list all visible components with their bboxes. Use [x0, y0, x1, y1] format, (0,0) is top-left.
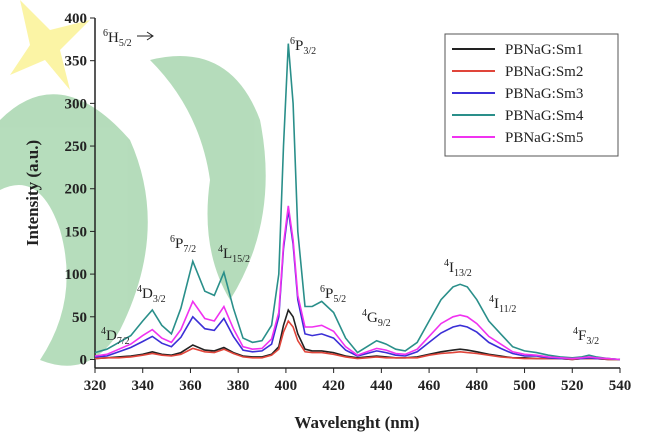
chart: Wavelenght (nm) Intensity (a.u.) 320 340 3… — [0, 0, 646, 436]
annotation-sub: 3/2 — [153, 294, 166, 305]
y-axis-label: Intensity (a.u.) — [23, 140, 42, 246]
x-tick-label: 500 — [513, 378, 536, 394]
annotation: 4I13/2 — [444, 258, 472, 279]
x-tick-label: 480 — [466, 378, 489, 394]
annotation-term: L — [223, 246, 232, 262]
annotation-sub: 15/2 — [232, 254, 250, 265]
y-tick-label: 0 — [80, 352, 88, 368]
y-tick-label: 250 — [65, 139, 88, 155]
series-line — [95, 206, 620, 360]
annotation-sub: 7/2 — [117, 336, 130, 347]
annotation-term: D — [106, 328, 117, 344]
annotation-sub: 11/2 — [499, 304, 516, 315]
y-tick-label: 350 — [65, 54, 88, 70]
annotation-sub: 9/2 — [378, 318, 391, 329]
x-tick-label: 320 — [84, 378, 107, 394]
annotation-term: H — [108, 30, 119, 46]
y-tick-label: 100 — [65, 267, 88, 283]
annotation: 4F3/2 — [573, 326, 599, 347]
y-tick-label: 50 — [72, 310, 87, 326]
x-tick-label: 400 — [275, 378, 298, 394]
arrow — [137, 32, 153, 40]
x-tick-label: 420 — [322, 378, 345, 394]
annotation-term: D — [142, 286, 153, 302]
annotation: 4D7/2 — [101, 326, 130, 347]
x-tick-label: 440 — [370, 378, 393, 394]
annotation-term: P — [325, 286, 333, 302]
annotation-sub: 7/2 — [183, 244, 196, 255]
y-tick-label: 200 — [65, 182, 88, 198]
y-tick-label: 150 — [65, 224, 88, 240]
annotation-sub: 3/2 — [303, 46, 316, 57]
legend-label: PBNaG:Sm3 — [505, 86, 583, 102]
annotation: 4D3/2 — [137, 284, 166, 305]
y-tick-label: 300 — [65, 96, 88, 112]
annotation-term: P — [175, 236, 183, 252]
legend-label: PBNaG:Sm5 — [505, 130, 583, 146]
annotation: 6P7/2 — [170, 234, 196, 255]
x-tick-label: 380 — [227, 378, 250, 394]
annotation-term: G — [367, 310, 378, 326]
annotation-sub: 5/2 — [119, 38, 132, 49]
x-axis-label: Wavelenght (nm) — [294, 413, 419, 432]
legend-label: PBNaG:Sm4 — [505, 108, 584, 124]
y-tick-label: 400 — [65, 11, 88, 27]
annotation-term: P — [295, 38, 303, 54]
x-tick-label: 460 — [418, 378, 441, 394]
x-tick-label: 540 — [609, 378, 632, 394]
annotation: 6P5/2 — [320, 284, 346, 305]
x-tick-label: 340 — [131, 378, 154, 394]
annotation: 4I11/2 — [489, 294, 516, 315]
annotation-sub: 5/2 — [333, 294, 346, 305]
annotation-term: F — [578, 328, 586, 344]
annotation: 4G9/2 — [362, 308, 391, 329]
annotation-sub: 13/2 — [454, 268, 472, 279]
series-line — [95, 210, 620, 359]
x-tick-label: 520 — [561, 378, 584, 394]
annotation: 6P3/2 — [290, 36, 316, 57]
legend-label: PBNaG:Sm2 — [505, 64, 583, 80]
x-tick-label: 360 — [179, 378, 202, 394]
annotation-sub: 3/2 — [586, 336, 599, 347]
annotation: 6H5/2 — [103, 28, 132, 49]
legend-label: PBNaG:Sm1 — [505, 42, 583, 58]
